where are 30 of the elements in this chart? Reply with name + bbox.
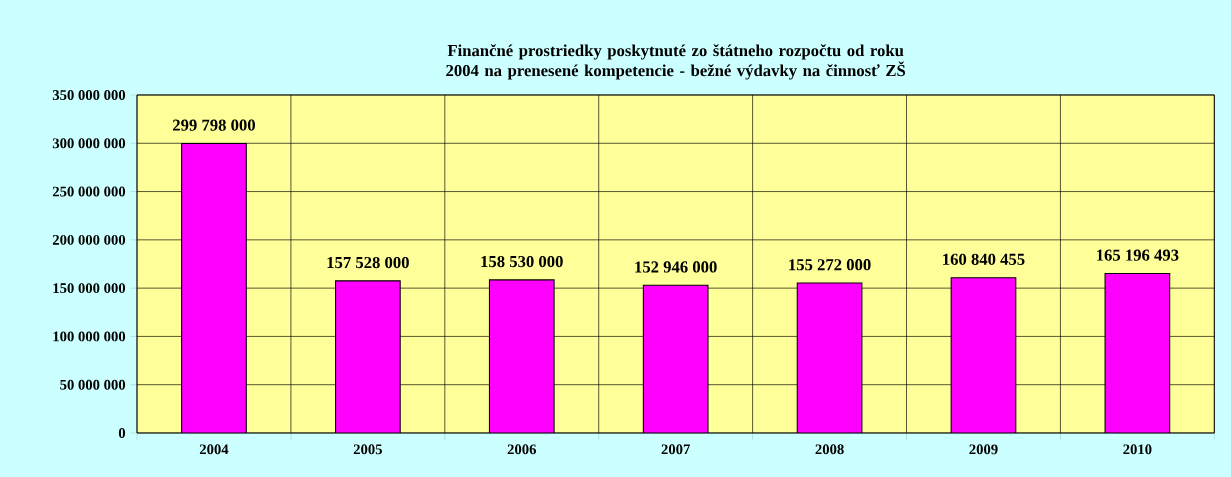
data-label: 155 272 000: [789, 259, 871, 271]
x-tick-label: 2006: [507, 444, 536, 455]
bar: [1104, 272, 1171, 433]
data-label: 299 798 000: [172, 119, 255, 131]
bar: [642, 284, 709, 433]
y-tick-label: 250 000 000: [52, 186, 126, 197]
x-tick-label: 2004: [199, 444, 229, 455]
y-tick-label: 300 000 000: [52, 138, 126, 149]
y-tick-label: 100 000 000: [53, 331, 126, 342]
data-label: 157 528 000: [327, 256, 409, 269]
data-label: 165 196 493: [1097, 249, 1179, 261]
y-tick-label: 0: [118, 428, 126, 438]
y-tick-label: 200 000 000: [52, 234, 126, 245]
y-tick-label: 150 000 000: [53, 283, 126, 294]
bar: [335, 280, 401, 433]
bar: [181, 142, 247, 433]
y-tick-label: 50 000 000: [60, 379, 126, 390]
data-label: 152 946 000: [635, 261, 717, 273]
x-tick-label: 2007: [661, 444, 690, 455]
data-label: 158 530 000: [481, 255, 563, 268]
x-tick-label: 2008: [815, 444, 844, 455]
bar: [796, 282, 863, 433]
chart-title: Finančné prostriedky poskytnuté zo štátneho rozpočtu od roku 2004 na prenesené kompetencie - bežné výdavky na činnosť ZŠ: [446, 44, 906, 80]
bar: [488, 279, 555, 433]
data-label: 160 840 455: [943, 253, 1025, 265]
y-tick-label: 350 000 000: [52, 90, 126, 100]
bar: [950, 277, 1017, 433]
x-tick-label: 2005: [353, 444, 382, 455]
x-tick-label: 2010: [1123, 444, 1152, 455]
x-tick-label: 2009: [969, 444, 998, 455]
